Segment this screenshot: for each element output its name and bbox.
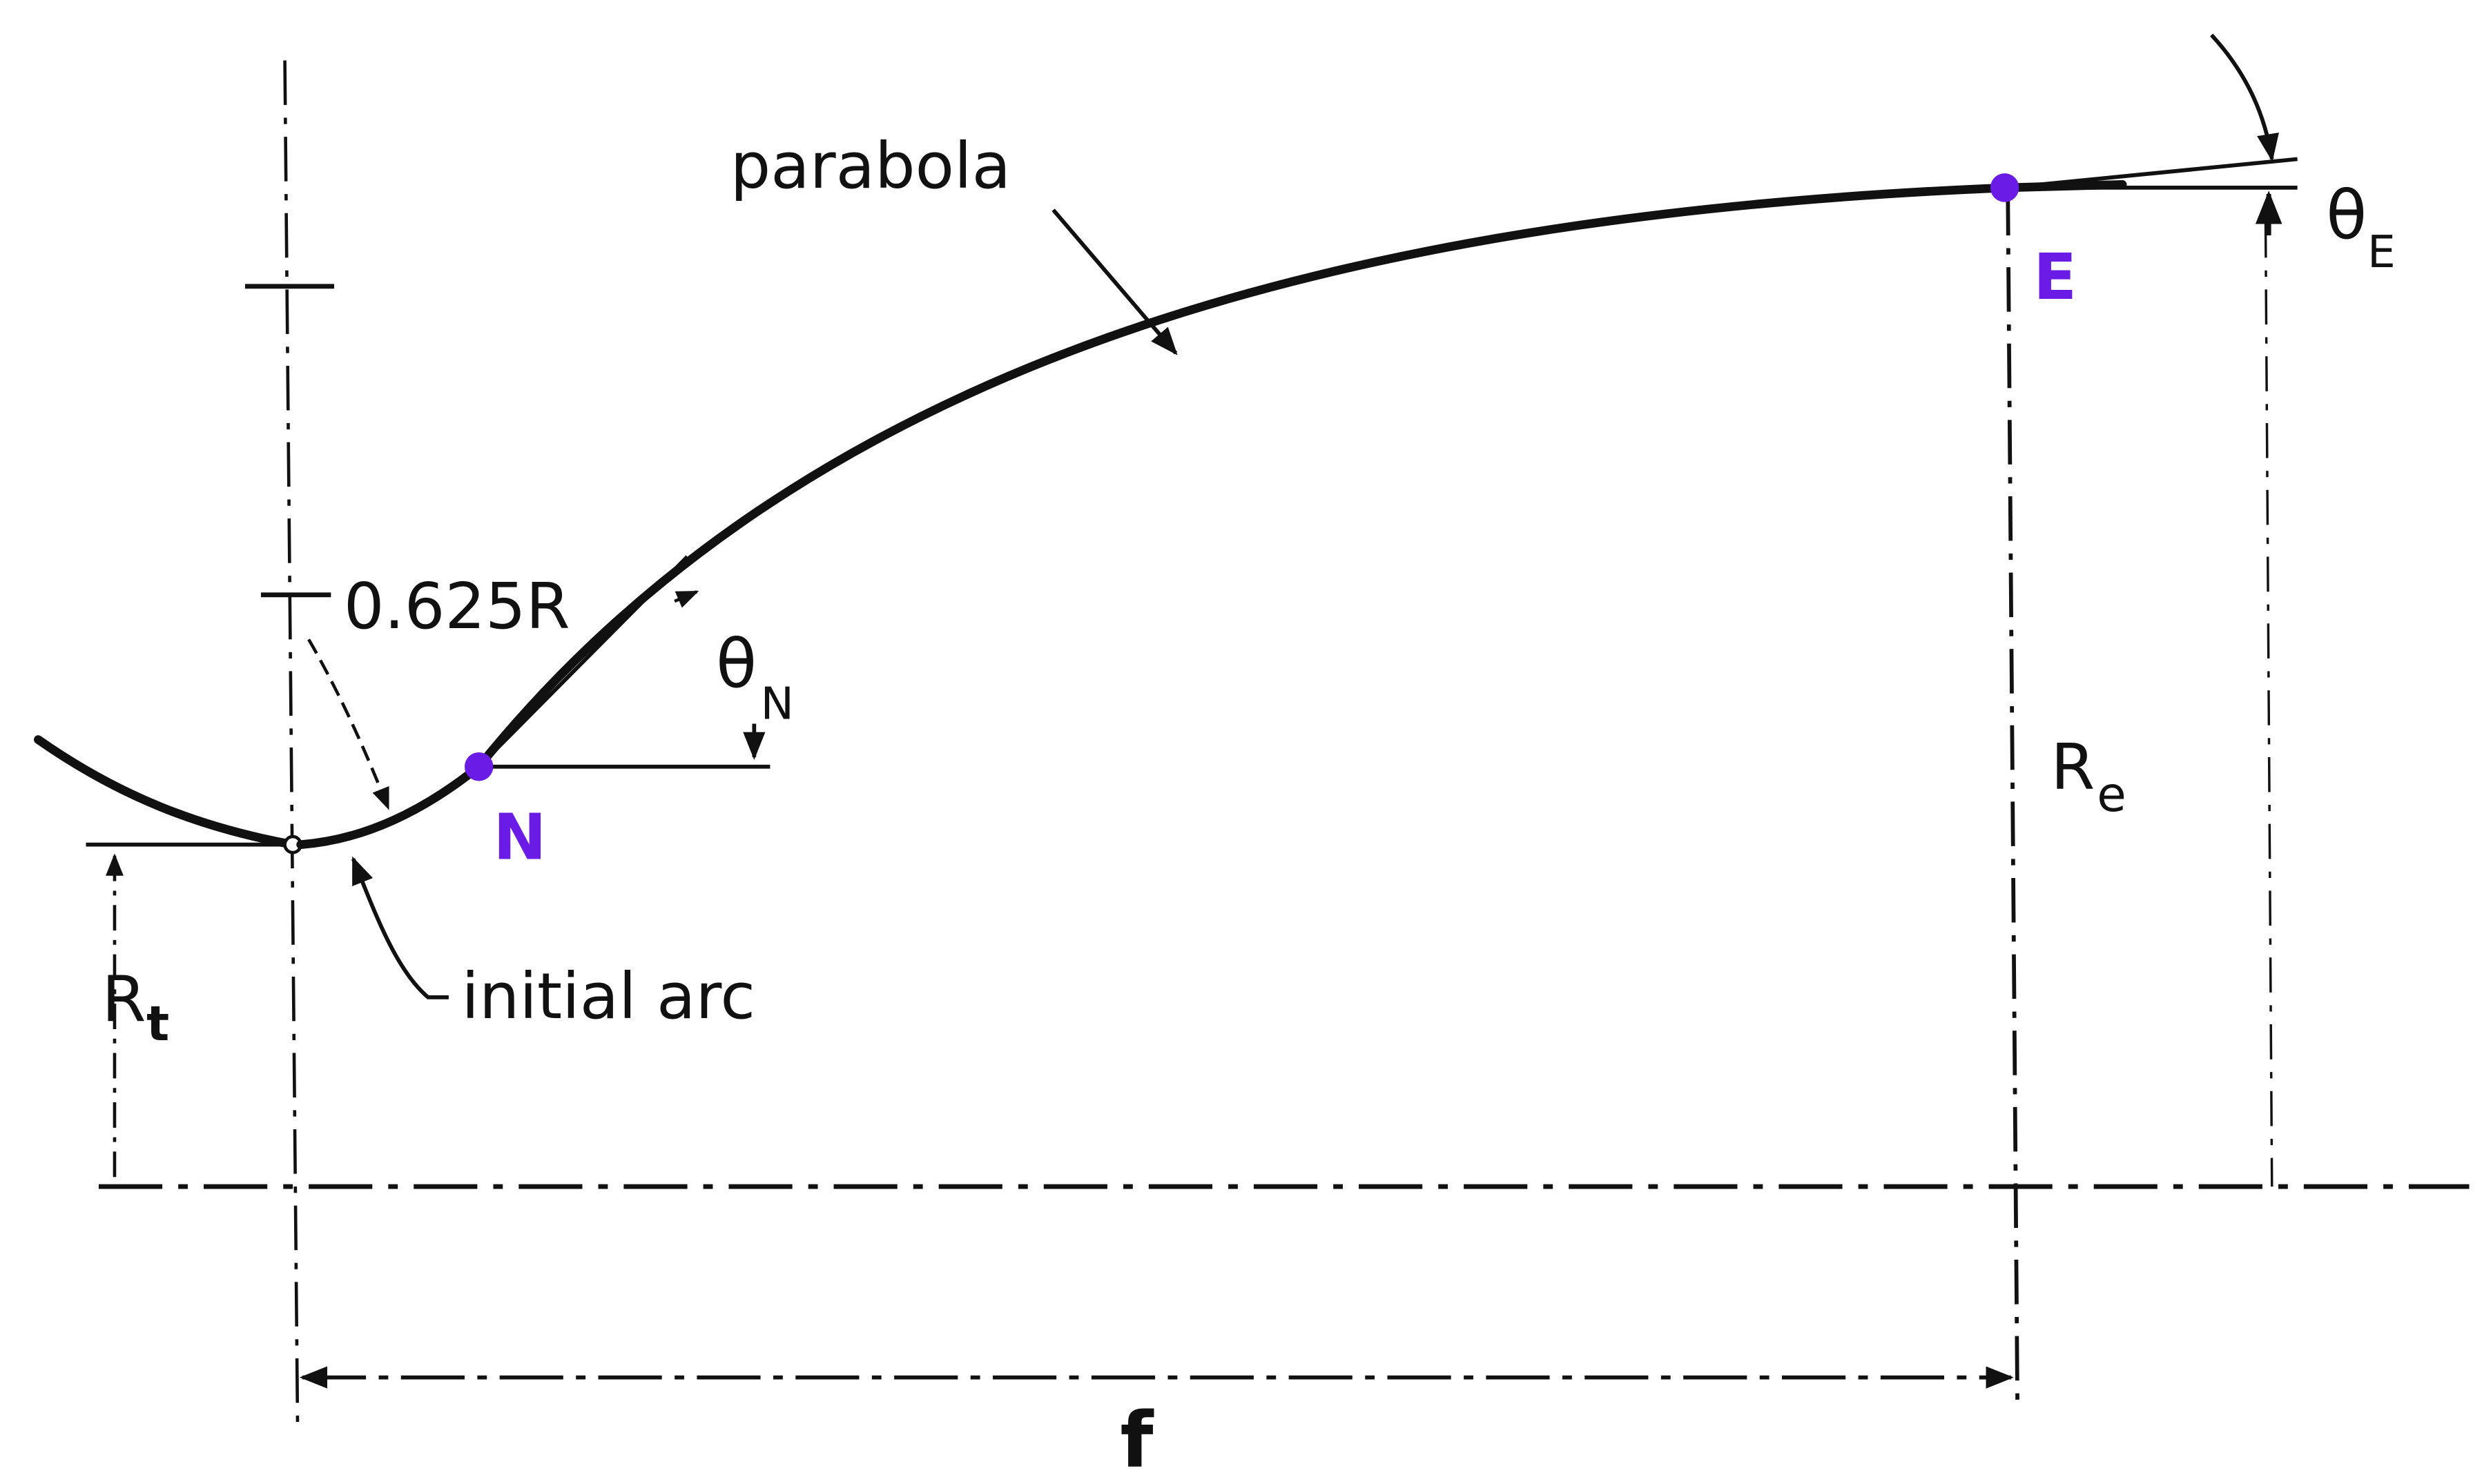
theta-e-symbol: θ — [2326, 177, 2367, 255]
converging-contour — [34, 735, 298, 849]
parabola-leader — [1051, 208, 1178, 355]
radius-factor-label: 0.625R — [344, 569, 570, 643]
n-tangent-line — [477, 555, 689, 768]
initial-arc-contour — [296, 762, 484, 849]
theta-e-reference-line — [2264, 222, 2273, 1187]
theta-n-tangent-arrow — [674, 590, 699, 608]
rt-symbol: R — [102, 961, 146, 1036]
re-label: R e — [2050, 730, 2126, 823]
theta-e-label: θ E — [2326, 177, 2396, 278]
exit-reference-line — [2006, 191, 2019, 1400]
initial-arc-leader — [351, 856, 449, 999]
theta-e-subscript: E — [2367, 226, 2396, 278]
theta-n-subscript: N — [761, 678, 794, 730]
point-n-label: N — [493, 799, 546, 874]
point-e-label: E — [2033, 240, 2077, 314]
initial-arc-label: initial arc — [461, 959, 755, 1033]
rt-label: R t — [102, 961, 170, 1052]
parabola-label: parabola — [730, 128, 1011, 203]
re-subscript: e — [2097, 768, 2126, 823]
theta-e-arrow-top — [2210, 33, 2279, 162]
theta-n-label: θ N — [716, 625, 794, 730]
theta-n-symbol: θ — [716, 625, 757, 703]
throat-reference-line — [283, 60, 300, 1424]
point-e-marker — [1990, 173, 2019, 202]
rt-subscript: t — [146, 997, 169, 1052]
f-label: f — [1120, 1396, 1154, 1484]
exit-tangent-line — [2007, 157, 2298, 190]
arc-radius-leader — [307, 638, 390, 810]
point-n-marker — [464, 752, 494, 781]
re-symbol: R — [2050, 730, 2095, 804]
